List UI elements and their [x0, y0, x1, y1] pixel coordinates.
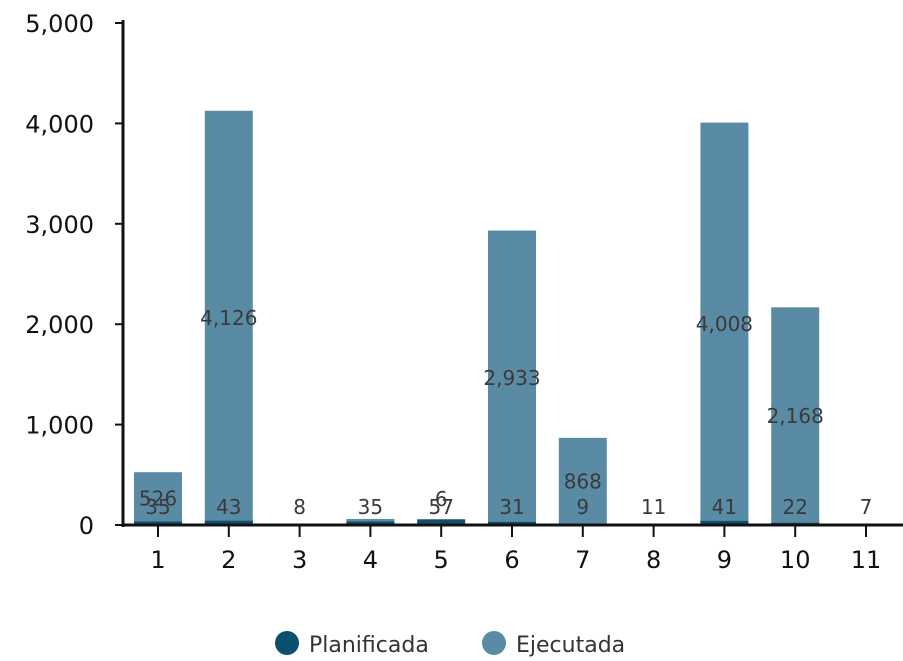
y-tick-label: 0 — [79, 512, 94, 540]
x-tick-label: 7 — [575, 546, 590, 574]
x-tick-label: 9 — [717, 546, 732, 574]
data-label-planificada: 11 — [641, 495, 666, 519]
bar-ejecutada[interactable] — [558, 437, 607, 525]
data-label-planificada: 35 — [145, 495, 170, 519]
x-axis-ticks: 1 2 3 4 5 6 7 8 9 10 11 — [150, 525, 881, 574]
legend-label-ejecutada: Ejecutada — [516, 633, 625, 657]
data-label-planificada: 7 — [860, 495, 873, 519]
legend-item-planificada[interactable]: Planificada — [275, 631, 429, 658]
x-tick-label: 11 — [851, 546, 882, 574]
legend-swatch-planificada — [275, 631, 299, 655]
bars-layer — [134, 110, 890, 525]
data-label-planificada: 22 — [782, 495, 807, 519]
data-label-ejecutada: 4,126 — [200, 306, 257, 330]
data-label-planificada: 43 — [216, 495, 241, 519]
y-tick-label: 5,000 — [25, 10, 94, 38]
bar-ejecutada[interactable] — [488, 230, 536, 525]
x-tick-label: 6 — [504, 546, 519, 574]
data-label-planificada: 41 — [712, 495, 737, 519]
data-label-ejecutada: 2,933 — [483, 366, 540, 390]
legend-swatch-ejecutada — [482, 631, 506, 655]
x-tick-label: 2 — [221, 546, 236, 574]
bar-ejecutada[interactable] — [134, 472, 182, 525]
data-label-planificada: 8 — [293, 495, 306, 519]
bar-planificada[interactable] — [488, 521, 536, 525]
x-tick-label: 5 — [434, 546, 449, 574]
data-label-planificada: 31 — [499, 495, 524, 519]
legend-label-planificada: Planificada — [309, 633, 429, 657]
x-tick-label: 1 — [150, 546, 165, 574]
x-tick-label: 3 — [292, 546, 307, 574]
bar-planificada[interactable] — [700, 520, 749, 525]
y-tick-label: 4,000 — [25, 110, 94, 138]
bar-planificada[interactable] — [346, 521, 395, 525]
y-tick-label: 2,000 — [25, 311, 94, 339]
data-label-ejecutada: 2,168 — [767, 404, 824, 428]
legend: Planificada Ejecutada — [275, 631, 625, 658]
bar-ejecutada[interactable] — [204, 110, 253, 525]
bar-planificada[interactable] — [204, 520, 253, 525]
x-tick-label: 10 — [780, 546, 811, 574]
bar-planificada[interactable] — [417, 519, 466, 525]
data-label-planificada: 35 — [358, 495, 383, 519]
data-label-ejecutada: 868 — [564, 469, 602, 493]
bar-planificada[interactable] — [134, 521, 182, 525]
y-tick-label: 1,000 — [25, 412, 94, 440]
x-tick-label: 4 — [363, 546, 378, 574]
legend-item-ejecutada[interactable]: Ejecutada — [482, 631, 625, 658]
data-label-ejecutada: 4,008 — [696, 312, 753, 336]
y-axis-ticks: 0 1,000 2,000 3,000 4,000 5,000 — [25, 10, 123, 540]
y-tick-label: 3,000 — [25, 211, 94, 239]
data-label-planificada: 57 — [428, 495, 453, 519]
bar-ejecutada[interactable] — [771, 307, 820, 525]
data-label-ejecutada: 6 — [435, 487, 448, 511]
data-label-ejecutada: 526 — [139, 487, 177, 511]
bar-ejecutada[interactable] — [700, 122, 749, 525]
x-tick-label: 8 — [646, 546, 661, 574]
data-label-planificada: 9 — [576, 495, 589, 519]
